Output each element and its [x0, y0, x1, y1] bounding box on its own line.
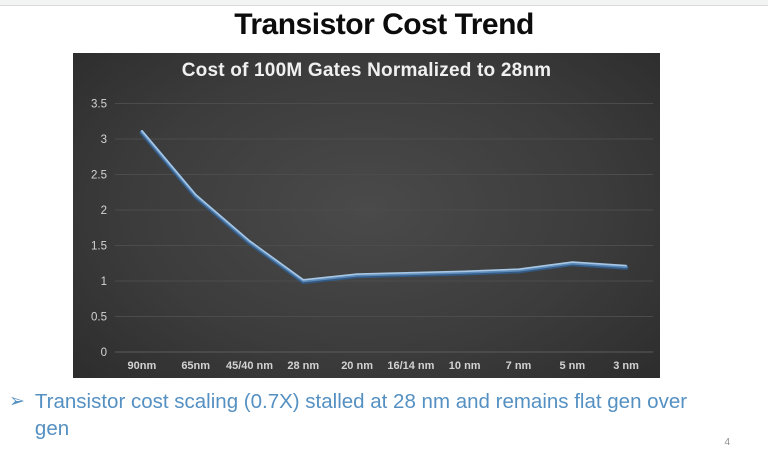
y-tick-label: 2: [101, 205, 107, 217]
cost-series-line: [141, 129, 627, 281]
top-border-strip: [0, 0, 768, 6]
x-tick-label: 20 nm: [341, 360, 373, 372]
x-tick-label: 16/14 nm: [387, 360, 434, 372]
cost-series-line: [140, 130, 628, 283]
x-tick-label: 28 nm: [287, 360, 319, 372]
page-number: 4: [724, 437, 730, 448]
y-tick-label: 3.5: [91, 99, 107, 111]
line-plot: 0 0.5 1 1.5 2 2.5 3 3.5 90nm 65nm 45/40 nm 28 nm 20 …: [91, 99, 653, 372]
y-tick-label: 2.5: [91, 170, 107, 182]
x-tick-label: 65nm: [181, 360, 210, 372]
cost-series-line: [139, 130, 629, 284]
x-tick-label: 5 nm: [559, 360, 585, 372]
x-tick-label: 3 nm: [613, 360, 639, 372]
slide-title: Transistor Cost Trend: [234, 8, 534, 41]
arrow-bullet-icon: ➢: [9, 391, 25, 412]
x-tick-label: 10 nm: [449, 360, 481, 372]
chart-title: Cost of 100M Gates Normalized to 28nm: [181, 60, 552, 81]
x-tick-label: 7 nm: [506, 360, 532, 372]
bullet-text: Transistor cost scaling (0.7X) stalled a…: [34, 390, 688, 440]
x-tick-label: 45/40 nm: [226, 360, 273, 372]
y-tick-label: 0: [101, 347, 107, 359]
y-tick-label: 3: [101, 134, 107, 146]
y-tick-label: 0.5: [91, 312, 107, 324]
bullet-point: ➢ Transistor cost scaling (0.7X) stalled…: [9, 388, 717, 442]
y-tick-label: 1.5: [91, 241, 107, 253]
y-tick-label: 1: [101, 276, 107, 288]
x-tick-label: 90nm: [128, 360, 157, 372]
